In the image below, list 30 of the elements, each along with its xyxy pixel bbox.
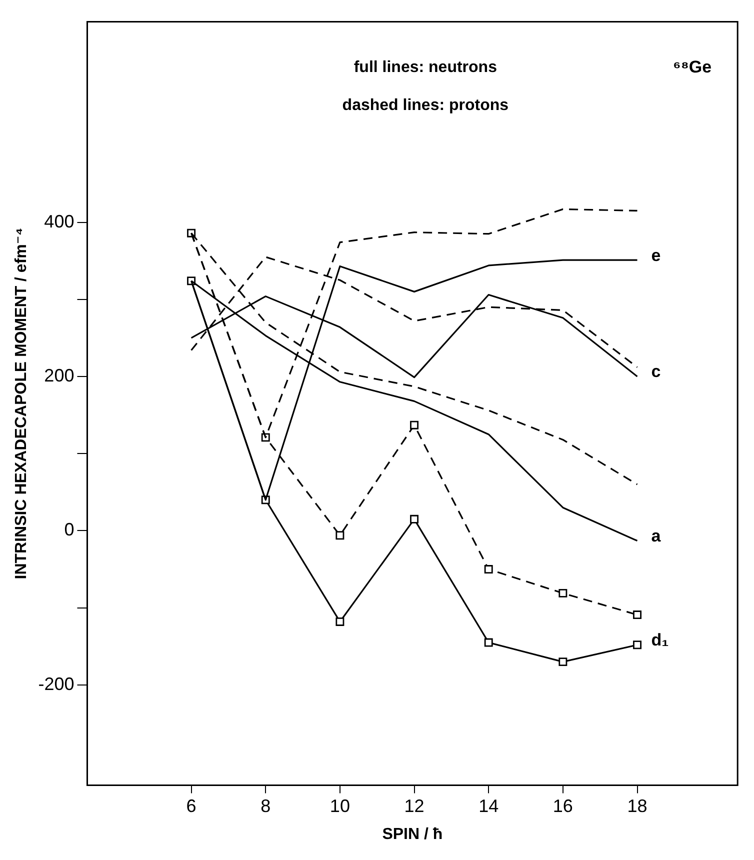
y-tick-label: 0 xyxy=(64,520,74,540)
x-tick-label: 18 xyxy=(627,796,648,816)
annotation: dashed lines: protons xyxy=(342,97,509,114)
x-tick-label: 8 xyxy=(260,796,271,816)
x-axis-title: SPIN / ħ xyxy=(382,826,443,843)
point xyxy=(484,638,493,647)
point xyxy=(633,640,642,650)
x-tick-label: 10 xyxy=(330,796,350,816)
x-tick-label: 14 xyxy=(478,796,499,816)
y-axis-title: INTRINSIC HEXADECAPOLE MOMENT / efm⁻⁴ xyxy=(13,228,30,580)
point xyxy=(633,610,642,620)
annotation: full lines: neutrons xyxy=(354,59,498,76)
point xyxy=(410,514,419,524)
point xyxy=(410,420,419,430)
series-label: d₁ xyxy=(651,630,669,650)
x-tick-label: 16 xyxy=(552,796,573,816)
point xyxy=(558,588,568,598)
point xyxy=(484,565,493,574)
x-tick-label: 6 xyxy=(186,796,196,816)
point xyxy=(336,617,344,626)
text: ⁶⁸Ge xyxy=(673,57,712,76)
y-tick-label: 400 xyxy=(44,211,74,232)
point xyxy=(558,658,568,666)
series-label: a xyxy=(651,526,662,546)
x-tick-label: 12 xyxy=(404,796,424,816)
point xyxy=(336,531,344,540)
y-tick-label: 200 xyxy=(44,365,74,386)
series-label: e xyxy=(651,246,661,265)
series-label: c xyxy=(651,362,661,382)
y-tick-label: -200 xyxy=(38,674,74,694)
